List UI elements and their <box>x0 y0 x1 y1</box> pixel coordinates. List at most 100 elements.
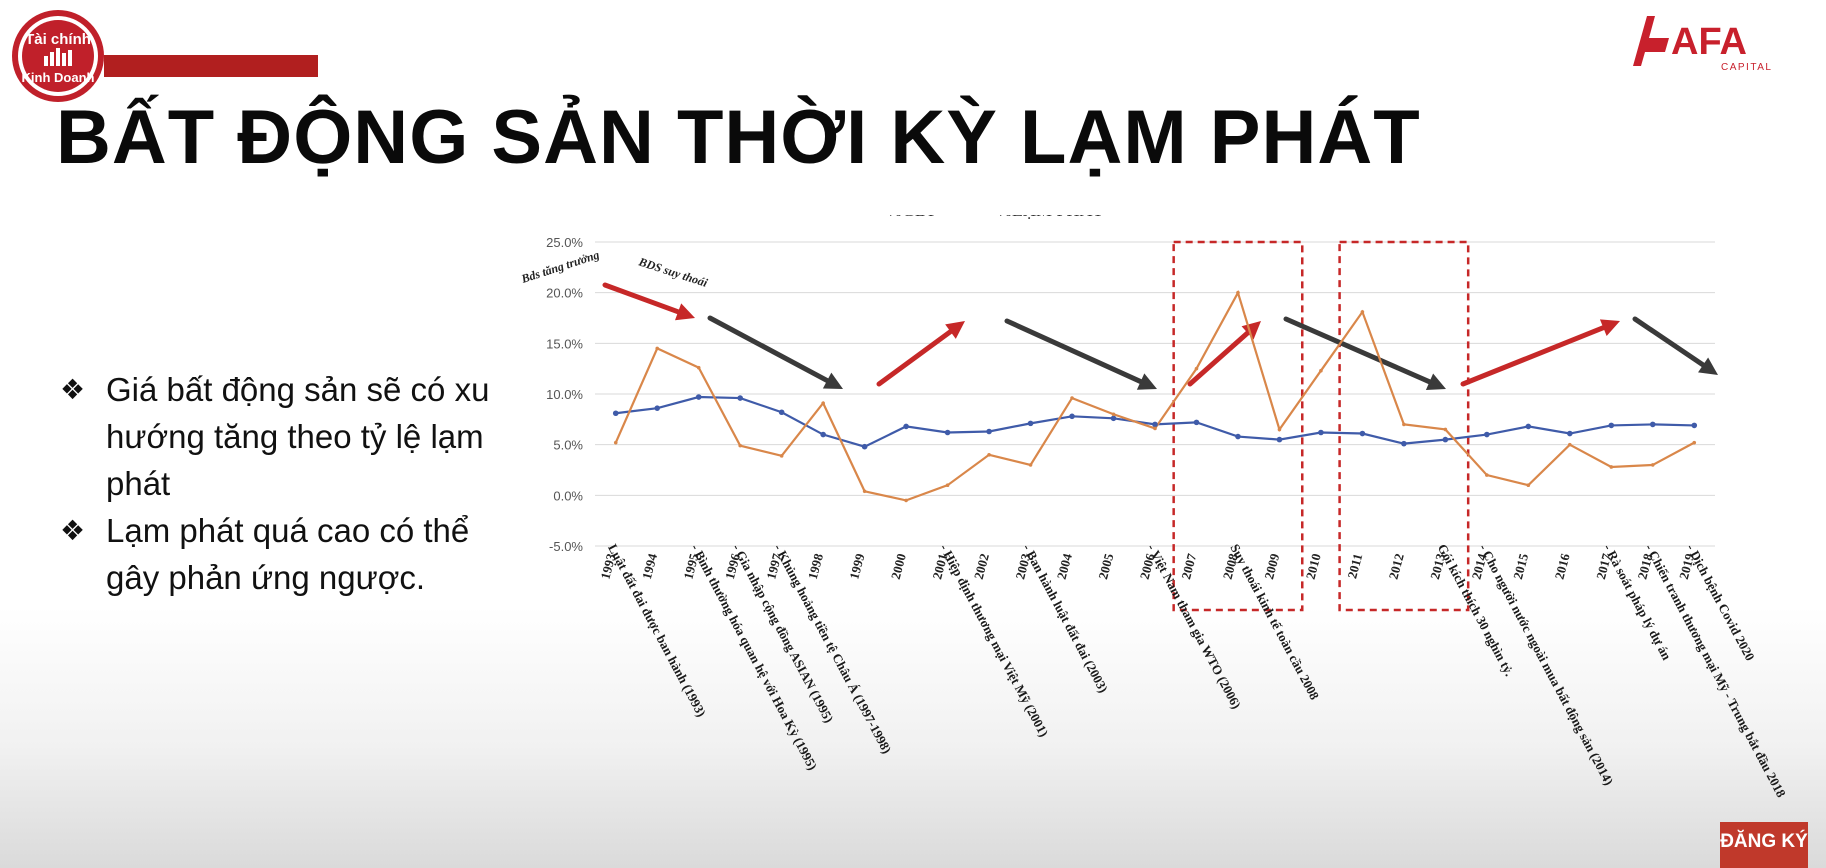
data-point <box>1608 422 1615 429</box>
y-axis-ticks: -5.0% 0.0% 5.0% 10.0% 15.0% 20.0% 25.0% <box>546 235 583 554</box>
data-point <box>1484 431 1490 438</box>
data-point <box>1442 436 1449 443</box>
data-point <box>1650 463 1655 467</box>
data-point <box>613 440 618 445</box>
x-tick-label: 2003 <box>1012 551 1033 580</box>
afa-sub: CAPITAL <box>1721 62 1772 73</box>
data-point <box>1153 426 1157 431</box>
x-tick-label: 2002 <box>971 552 992 581</box>
arrow-head-icon <box>822 372 843 389</box>
data-point <box>1402 422 1406 427</box>
x-tick-label: 1993 <box>597 551 618 580</box>
data-point <box>696 365 701 370</box>
logo-line2: Kinh Doanh <box>22 70 95 85</box>
data-point <box>821 401 825 405</box>
data-point <box>904 498 908 503</box>
x-tick-label: 2019 <box>1676 551 1697 580</box>
highlight-boxes <box>1172 240 1470 612</box>
x-tick-label: 1995 <box>680 551 701 580</box>
series-line <box>614 289 1695 502</box>
x-tick-label: 2017 <box>1593 551 1614 580</box>
up-arrow-icon <box>1460 325 1606 387</box>
data-point <box>945 483 950 488</box>
logo-line1: Tài chính <box>25 31 91 48</box>
arrow-head-icon <box>945 321 965 339</box>
slide-title: BẤT ĐỘNG SẢN THỜI KỲ LẠM PHÁT <box>56 95 1421 180</box>
chart-annotations: Bds tăng trưởng BDS suy thoái <box>519 248 710 291</box>
arrow-head-icon <box>1241 321 1261 340</box>
bullet-item: ❖ Giá bất động sản sẽ có xu hướng tăng th… <box>58 366 498 507</box>
x-tick-label: 2005 <box>1095 551 1116 580</box>
afa-capital-logo: AFA CAPITAL <box>1633 16 1772 73</box>
arrow-head-icon <box>1698 357 1718 375</box>
chart-legend: %GDP %LẠM PHÁT <box>887 215 1104 220</box>
data-point <box>1193 419 1200 426</box>
data-point <box>987 453 991 457</box>
data-point <box>738 443 742 448</box>
data-point <box>1692 440 1697 445</box>
bullet-marker-icon: ❖ <box>60 374 86 405</box>
x-tick-label: 2009 <box>1261 551 1282 580</box>
data-point <box>612 410 619 417</box>
data-point <box>1318 429 1324 436</box>
down-arrow-icon <box>1632 316 1706 368</box>
data-point <box>903 423 909 430</box>
data-point <box>1485 473 1489 477</box>
tai-chinh-kinh-doanh-logo: Tài chính Kinh Doanh <box>12 10 104 102</box>
data-point <box>1567 430 1573 437</box>
data-point <box>1111 412 1116 417</box>
x-tick-label: 1998 <box>805 551 826 580</box>
x-tick-label: 2018 <box>1634 551 1655 580</box>
x-tick-label: 2008 <box>1220 551 1241 580</box>
data-point <box>820 431 826 438</box>
title-accent-bar <box>104 55 318 77</box>
data-point <box>1276 436 1283 443</box>
data-point <box>1649 421 1656 428</box>
data-point <box>944 429 951 436</box>
series-points <box>612 290 1698 503</box>
x-tick-label: 2007 <box>1178 551 1199 580</box>
x-tick-label: 2010 <box>1303 552 1324 581</box>
x-tick-label: 1994 <box>639 551 660 580</box>
y-tick-label: -5.0% <box>549 539 583 554</box>
up-arrow-icon <box>1187 330 1251 387</box>
data-point <box>1236 290 1240 295</box>
x-tick-label: 1997 <box>763 551 784 580</box>
trend-annotation: BDS suy thoái <box>636 254 710 290</box>
subscribe-button[interactable]: ĐĂNG KÝ <box>1720 822 1808 868</box>
series-lines <box>614 289 1695 502</box>
bullet-text: Lạm phát quá cao có thể gây phản ứng ngư… <box>106 512 470 596</box>
afa-mark-icon <box>1633 16 1669 66</box>
y-tick-label: 10.0% <box>546 387 583 402</box>
data-point <box>1028 463 1033 467</box>
data-point <box>1359 430 1366 437</box>
y-tick-label: 15.0% <box>546 336 583 351</box>
x-tick-label: 1996 <box>722 551 743 580</box>
x-tick-label: 2000 <box>888 552 909 581</box>
data-point <box>1319 368 1323 373</box>
bullet-marker-icon: ❖ <box>60 515 86 546</box>
arrow-head-icon <box>675 303 695 321</box>
arrow-head-icon <box>1136 373 1157 390</box>
data-point <box>695 394 702 400</box>
data-point <box>1401 440 1407 447</box>
x-axis-ticks: 1993 1994 1995 1996 1997 1998 1999 2000 2001 2002… <box>597 551 1697 580</box>
down-arrow-icon <box>707 315 830 384</box>
data-point <box>1609 465 1614 469</box>
data-point <box>1443 427 1448 432</box>
data-point <box>1027 420 1034 427</box>
data-point <box>655 346 660 351</box>
gdp-inflation-chart: -5.0%0.0%5.0%10.0%15.0%20.0%25.0% 1993 19… <box>519 215 1790 800</box>
trend-arrows <box>602 282 1718 391</box>
data-point <box>1277 427 1282 432</box>
x-tick-label: 2014 <box>1469 551 1490 580</box>
data-point <box>1568 442 1572 447</box>
x-tick-label: 2016 <box>1551 551 1572 580</box>
x-tick-label: 2012 <box>1386 552 1407 581</box>
bullet-text: Giá bất động sản sẽ có xu hướng tăng the… <box>106 371 490 502</box>
data-point <box>1525 423 1532 430</box>
arrow-head-icon <box>1425 373 1446 391</box>
x-tick-label: 2015 <box>1510 551 1531 580</box>
data-point <box>654 405 661 411</box>
data-point <box>1070 396 1074 400</box>
